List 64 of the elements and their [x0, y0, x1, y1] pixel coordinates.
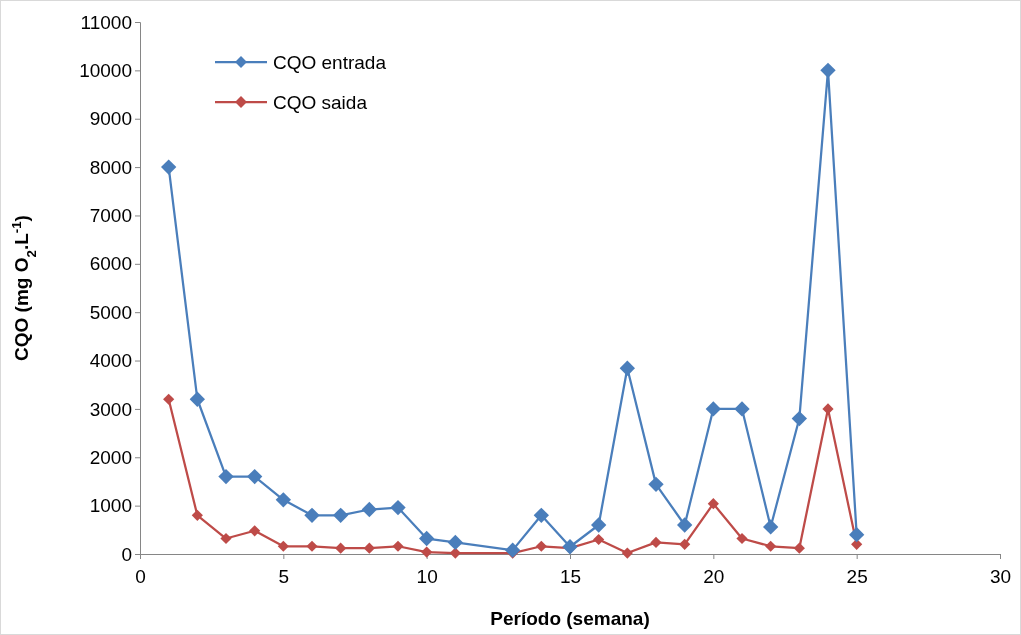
x-tick-label: 5	[278, 565, 290, 587]
point	[619, 360, 635, 376]
point	[677, 517, 693, 533]
point	[304, 507, 320, 523]
y-tick-label: 3000	[89, 398, 132, 420]
y-tick-label: 9000	[89, 108, 132, 130]
y-tick-label: 10000	[79, 59, 132, 81]
point	[535, 540, 547, 552]
point	[275, 492, 291, 508]
point	[363, 542, 375, 554]
x-tick-label: 0	[135, 565, 146, 587]
point	[189, 391, 205, 407]
x-tick-label: 30	[989, 565, 1012, 587]
point	[249, 525, 261, 537]
point	[650, 536, 662, 548]
point	[533, 507, 549, 523]
point	[247, 468, 263, 485]
point	[306, 540, 318, 552]
point	[335, 542, 347, 554]
point	[736, 532, 748, 545]
x-tick-label: 15	[559, 565, 582, 587]
point	[765, 540, 777, 552]
point	[390, 499, 406, 516]
y-tick-label: 11000	[80, 11, 132, 33]
point	[421, 546, 433, 558]
point	[679, 538, 691, 550]
point	[218, 468, 234, 485]
y-tick-label: 4000	[89, 350, 132, 372]
point	[793, 542, 805, 554]
point	[163, 393, 175, 405]
x-axis-title: Período (semana)	[490, 608, 650, 629]
legend-label: CQO entrada	[273, 51, 387, 73]
point	[392, 540, 404, 552]
point	[791, 410, 807, 427]
point	[161, 159, 177, 175]
point	[648, 476, 664, 493]
point	[191, 509, 203, 521]
point	[849, 526, 865, 543]
point	[419, 530, 435, 547]
point	[220, 532, 232, 545]
point	[734, 401, 750, 417]
point	[333, 507, 349, 523]
x-tick-label: 25	[846, 565, 868, 587]
x-tick-label: 10	[416, 565, 438, 587]
point	[591, 517, 607, 533]
point	[593, 533, 605, 546]
point	[277, 540, 289, 552]
point	[763, 519, 779, 535]
point	[621, 547, 633, 559]
y-tick-label: 1000	[89, 495, 132, 517]
legend-label: CQO saida	[273, 91, 368, 113]
point	[447, 534, 463, 551]
point	[707, 498, 719, 510]
y-tick-label: 2000	[89, 446, 132, 468]
point	[505, 542, 521, 558]
y-tick-label: 7000	[89, 205, 132, 227]
point	[705, 401, 721, 417]
y-tick-label: 6000	[89, 253, 132, 275]
y-tick-label: 0	[121, 543, 132, 565]
y-tick-label: 5000	[89, 301, 132, 323]
point	[820, 62, 836, 79]
y-tick-label: 8000	[89, 156, 132, 178]
point	[361, 501, 377, 518]
x-tick-label: 20	[703, 565, 725, 587]
